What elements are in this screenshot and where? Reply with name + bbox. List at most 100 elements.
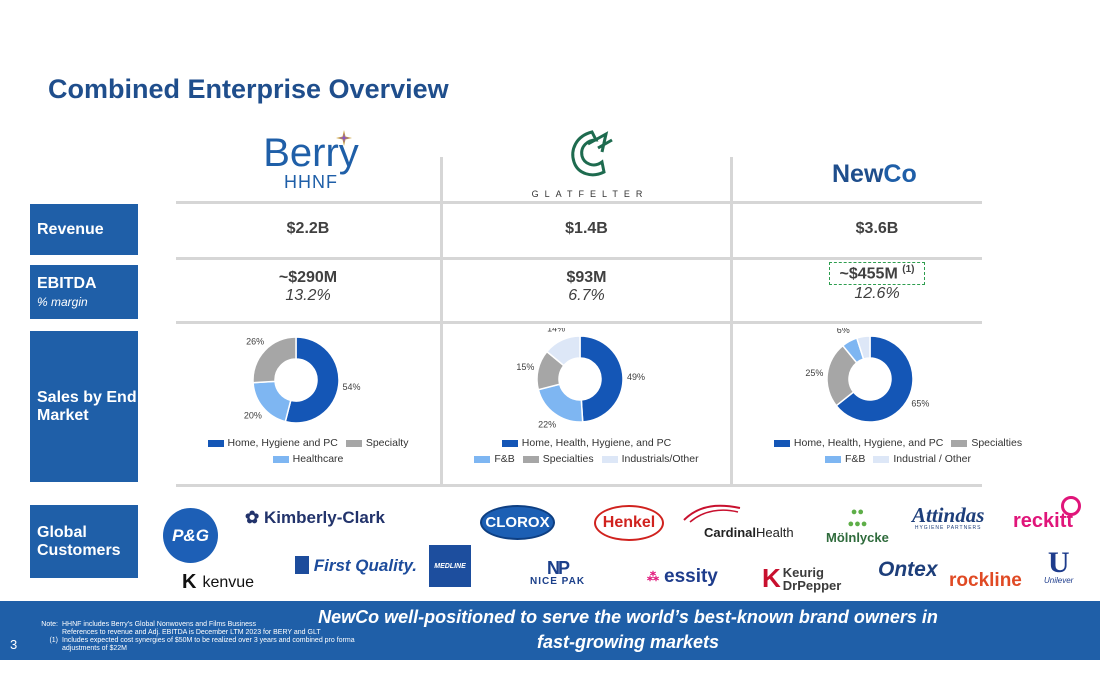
donut-label-newco-0: 65% (911, 398, 929, 408)
legend-swatch (345, 439, 362, 447)
attindas-text: Attindas (912, 503, 985, 527)
glatfelter-logo: GLATFELTER (530, 128, 650, 199)
keurig-text-1: Keurig (782, 564, 824, 580)
divider-ebitda (176, 321, 982, 324)
legend-label: Industrials/Other (621, 453, 699, 465)
legend-swatch (207, 439, 224, 447)
donut-label-berry-2: 26% (246, 337, 264, 347)
legend-swatch (522, 455, 539, 463)
donut-label-glatfelter-0: 49% (627, 372, 645, 382)
clorox-logo: CLOROX (480, 505, 555, 540)
ebitda-newco-highlight: ~$455M (1) (828, 262, 926, 286)
first-quality-logo: First Quality. (295, 556, 417, 576)
donut-label-berry-0: 54% (343, 382, 361, 392)
newco-logo-co: Co (883, 160, 917, 188)
legend-item: Healthcare (272, 453, 343, 465)
legend-swatch (773, 439, 790, 447)
legend-item: Specialty (345, 437, 409, 449)
reckitt-swirl-icon (1061, 496, 1081, 516)
divider-revenue (176, 257, 982, 260)
legend-row: Home, Hygiene and PC Specialty (176, 437, 440, 449)
legend-item: Home, Hygiene and PC (207, 437, 338, 449)
note-2: References to revenue and Adj. EBITDA is… (62, 629, 321, 636)
legend-item: Industrial / Other (873, 453, 971, 465)
keurig-text-2: DrPepper (782, 577, 842, 593)
legend-row: Home, Health, Hygiene, and PC Specialties (733, 437, 1063, 449)
note-key: Note: (41, 621, 58, 628)
donut-slice-berry-2 (252, 336, 297, 384)
legend-label: Specialties (971, 437, 1023, 449)
legend-label: Specialties (542, 453, 594, 465)
ebitda-glatfelter-margin: 6.7% (568, 287, 605, 304)
page-number: 3 (10, 637, 18, 652)
kenvue-k-icon: K (182, 571, 197, 593)
legend-item: Industrials/Other (601, 453, 699, 465)
sales-label: Sales by End Market (37, 388, 137, 424)
molnlycke-dots-icon: ●● ●●● (847, 506, 868, 530)
donut-label-newco-1: 25% (805, 368, 823, 378)
pg-logo-text: P&G (172, 525, 209, 545)
legend-swatch (474, 455, 491, 463)
column-divider-2 (730, 157, 733, 484)
glatfelter-logo-text: GLATFELTER (531, 189, 649, 199)
nice-pak-mark: NP (547, 558, 570, 578)
cardinal-swoosh-icon (683, 504, 741, 523)
note-1: HHNF includes Berry’s Global Nonwovens a… (62, 621, 257, 628)
ebitda-glatfelter-value: $93M (566, 269, 607, 286)
donut-label-newco-2: 6% (837, 328, 850, 335)
donut-chart-glatfelter: 49% 22% 15% 14% (516, 328, 645, 429)
legend-row: Home, Health, Hygiene, and PC (453, 437, 720, 449)
ontex-text: Ontex (878, 558, 938, 581)
legend-item: Home, Health, Hygiene, and PC (773, 437, 944, 449)
donut-label-berry-1: 20% (244, 411, 262, 421)
revenue-label: Revenue (37, 220, 104, 238)
essity-dots-icon: ⁂ (647, 570, 659, 584)
divider-sales (176, 484, 982, 487)
kimberly-clark-text: Kimberly-Clark (263, 508, 385, 527)
legend-item: Home, Health, Hygiene, and PC (501, 437, 671, 449)
legend-label: Home, Hygiene and PC (227, 437, 338, 449)
legend-swatch (272, 455, 289, 463)
kenvue-logo: K kenvue (182, 571, 254, 594)
legend-row: F&B Industrial / Other (733, 453, 1063, 465)
legend-row: F&B Specialties Industrials/Other (453, 453, 720, 465)
medline-logo: MEDLINE (429, 545, 471, 587)
revenue-newco-value: $3.6B (855, 220, 899, 237)
henkel-logo-text: Henkel (602, 514, 656, 531)
tagline: NewCo well-positioned to serve the world… (318, 607, 938, 652)
revenue-newco: $3.6B (733, 220, 1021, 238)
legend-swatch (824, 455, 841, 463)
ebitda-margin-label: % margin (37, 295, 88, 309)
donut-slice-berry-0 (284, 336, 340, 424)
unilever-text: Unilever (1044, 576, 1074, 585)
legend-label: F&B (494, 453, 515, 465)
clorox-logo-text: CLOROX (485, 514, 550, 531)
donut-slice-newco-3 (855, 335, 871, 360)
hhnf-logo-text: HHNF (284, 172, 338, 192)
first-quality-text: First Quality. (313, 556, 418, 575)
donut-label-glatfelter-1: 22% (538, 419, 556, 429)
attindas-logo: Attindas HYGIENE PARTNERS (912, 503, 984, 531)
rockline-text: rockline (949, 570, 1022, 591)
first-quality-icon (295, 556, 309, 574)
row-label-customers: Global Customers (30, 505, 138, 578)
unilever-u-icon: U (1047, 546, 1070, 579)
page-title: Combined Enterprise Overview (48, 74, 449, 104)
revenue-berry-value: $2.2B (286, 220, 330, 237)
newco-logo: NewCo (832, 160, 917, 189)
donut-label-glatfelter-3: 14% (547, 328, 565, 333)
donut-slice-glatfelter-0 (579, 335, 624, 423)
donut-label-glatfelter-2: 15% (516, 362, 534, 372)
row-label-revenue: Revenue (30, 204, 138, 255)
legend-glatfelter: Home, Health, Hygiene, and PC F&B Specialt… (453, 437, 720, 469)
donut-chart-newco: 65% 25% 6% 5% (805, 328, 929, 423)
ebitda-berry-margin: 13.2% (285, 287, 331, 304)
legend-label: Home, Health, Hygiene, and PC (793, 437, 944, 449)
ebitda-newco-footnote: (1) (902, 264, 915, 275)
legend-swatch (951, 439, 968, 447)
ebitda-berry-value: ~$290M (278, 269, 338, 286)
legend-label: Specialty (365, 437, 409, 449)
nice-pak-logo: NP NICE PAK (530, 558, 585, 587)
legend-swatch (501, 439, 518, 447)
note-3: Includes expected cost synergies of $50M… (62, 637, 355, 652)
